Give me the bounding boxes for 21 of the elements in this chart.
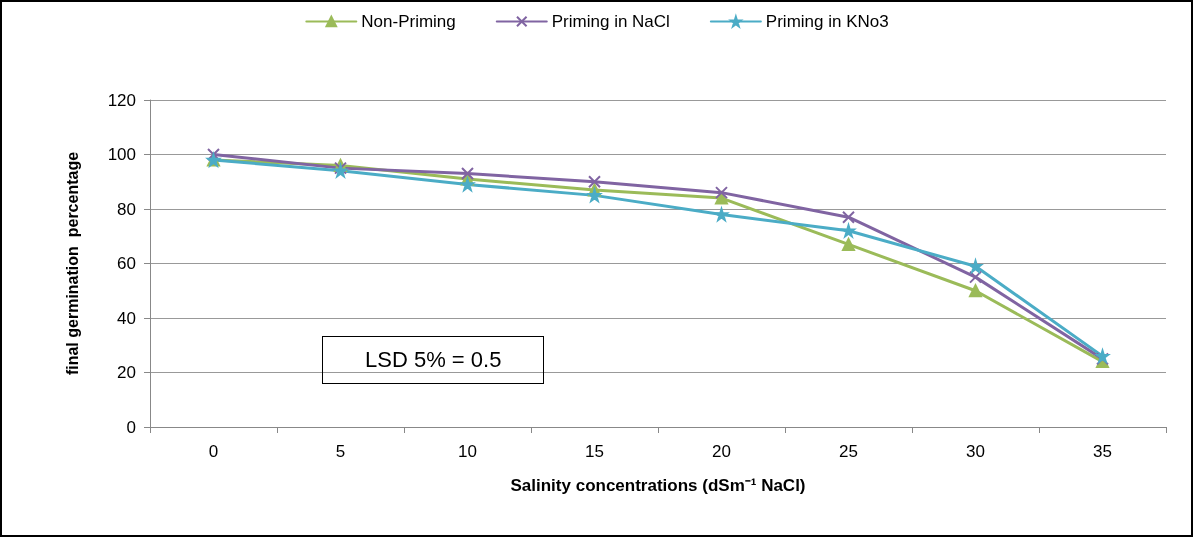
- y-tick-label: 120: [107, 90, 136, 110]
- x-axis-title: Salinity concentrations (dSm⁻¹ NaCl): [510, 476, 806, 495]
- y-tick-label: 20: [117, 363, 136, 382]
- legend-label: Priming in NaCl: [551, 12, 670, 31]
- x-tick-label: 0: [208, 442, 219, 461]
- y-tick-label: 80: [117, 199, 136, 219]
- y-axis-title: final germination percentage: [63, 151, 81, 376]
- legend-label: Non-Priming: [361, 12, 456, 31]
- x-tick-label: 20: [712, 442, 731, 461]
- annotation: LSD 5% = 0.5: [322, 336, 545, 384]
- y-tick-label: 0: [126, 417, 136, 437]
- x-tick-label: 30: [966, 442, 985, 461]
- x-tick-label: 25: [839, 442, 858, 461]
- legend-label: Priming in KNo3: [765, 12, 889, 31]
- x-tick-label: 15: [585, 442, 604, 461]
- y-tick-label: 60: [117, 254, 136, 273]
- x-tick-label: 10: [458, 442, 477, 461]
- x-tick-label: 5: [335, 442, 346, 461]
- y-tick-label: 40: [117, 308, 136, 328]
- x-tick-label: 35: [1093, 442, 1112, 461]
- y-tick-label: 100: [107, 145, 136, 164]
